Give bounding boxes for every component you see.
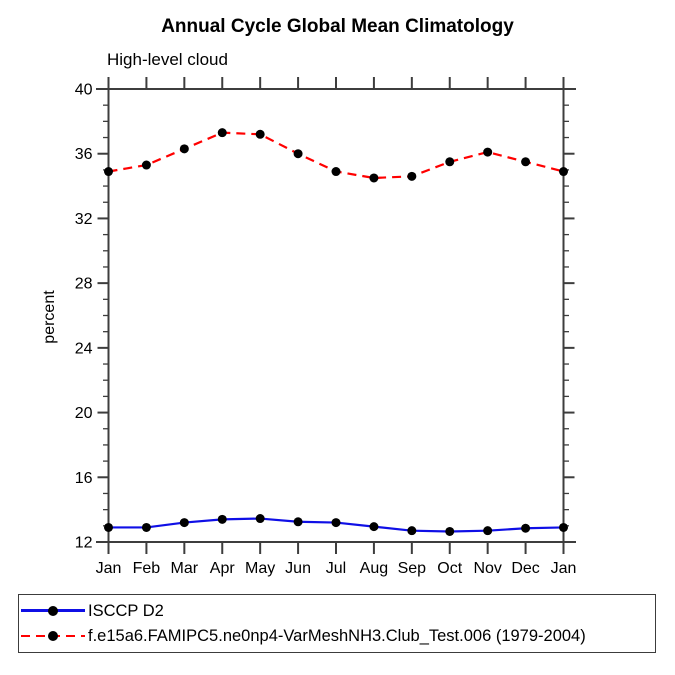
data-point	[407, 526, 417, 536]
legend-swatch-dashed	[21, 630, 85, 642]
legend-label: ISCCP D2	[88, 601, 164, 620]
y-tick-label: 16	[75, 470, 93, 487]
x-tick-label: Jan	[96, 560, 122, 577]
data-point	[331, 518, 341, 528]
data-point	[255, 514, 265, 524]
data-point	[559, 522, 568, 532]
data-point	[217, 514, 227, 524]
data-point	[445, 157, 455, 167]
y-tick-label: 20	[75, 405, 93, 422]
data-point	[483, 526, 493, 536]
x-tick-label: May	[245, 560, 275, 577]
y-tick-label: 36	[75, 146, 93, 163]
chart-subtitle: High-level cloud	[107, 50, 228, 69]
data-point	[141, 522, 151, 532]
data-point	[369, 522, 379, 532]
legend-marker-dot	[48, 605, 58, 616]
data-point	[255, 129, 265, 139]
data-point	[104, 522, 113, 532]
x-tick-label: Jan	[551, 560, 577, 577]
y-tick-label: 28	[75, 276, 93, 293]
legend-item-isccp: ISCCP D2	[21, 602, 655, 620]
legend-item-model: f.e15a6.FAMIPC5.ne0np4-VarMeshNH3.Club_T…	[21, 627, 655, 645]
data-point	[179, 144, 189, 154]
legend-label: f.e15a6.FAMIPC5.ne0np4-VarMeshNH3.Club_T…	[88, 626, 586, 645]
x-tick-label: Mar	[171, 560, 199, 577]
x-tick-label: Feb	[133, 560, 161, 577]
y-tick-label: 24	[75, 340, 93, 357]
data-point	[521, 157, 531, 167]
x-tick-label: Dec	[511, 560, 539, 577]
data-point	[293, 517, 303, 527]
chart-title: Annual Cycle Global Mean Climatology	[161, 16, 514, 37]
data-point	[217, 128, 227, 138]
data-point	[104, 167, 113, 177]
x-tick-label: Jun	[285, 560, 311, 577]
data-point	[483, 147, 493, 157]
data-point	[407, 171, 417, 181]
y-tick-label: 12	[75, 535, 93, 552]
x-tick-label: Apr	[210, 560, 236, 577]
data-point	[141, 160, 151, 170]
data-point	[331, 167, 341, 177]
y-tick-label: 40	[75, 82, 93, 99]
data-point	[369, 173, 379, 183]
legend-swatch-solid	[21, 605, 85, 617]
x-tick-label: Jul	[326, 560, 346, 577]
data-point	[293, 149, 303, 159]
data-point	[521, 523, 531, 533]
legend-box: ISCCP D2 f.e15a6.FAMIPC5.ne0np4-VarMeshN…	[18, 594, 656, 653]
legend-marker-dot	[48, 631, 58, 642]
data-point	[445, 526, 455, 536]
data-point	[559, 167, 568, 177]
x-tick-label: Nov	[473, 560, 501, 577]
x-tick-label: Sep	[398, 560, 427, 577]
data-point	[179, 518, 189, 528]
x-tick-label: Aug	[360, 560, 388, 577]
y-tick-label: 32	[75, 211, 93, 228]
x-tick-label: Oct	[437, 560, 462, 577]
